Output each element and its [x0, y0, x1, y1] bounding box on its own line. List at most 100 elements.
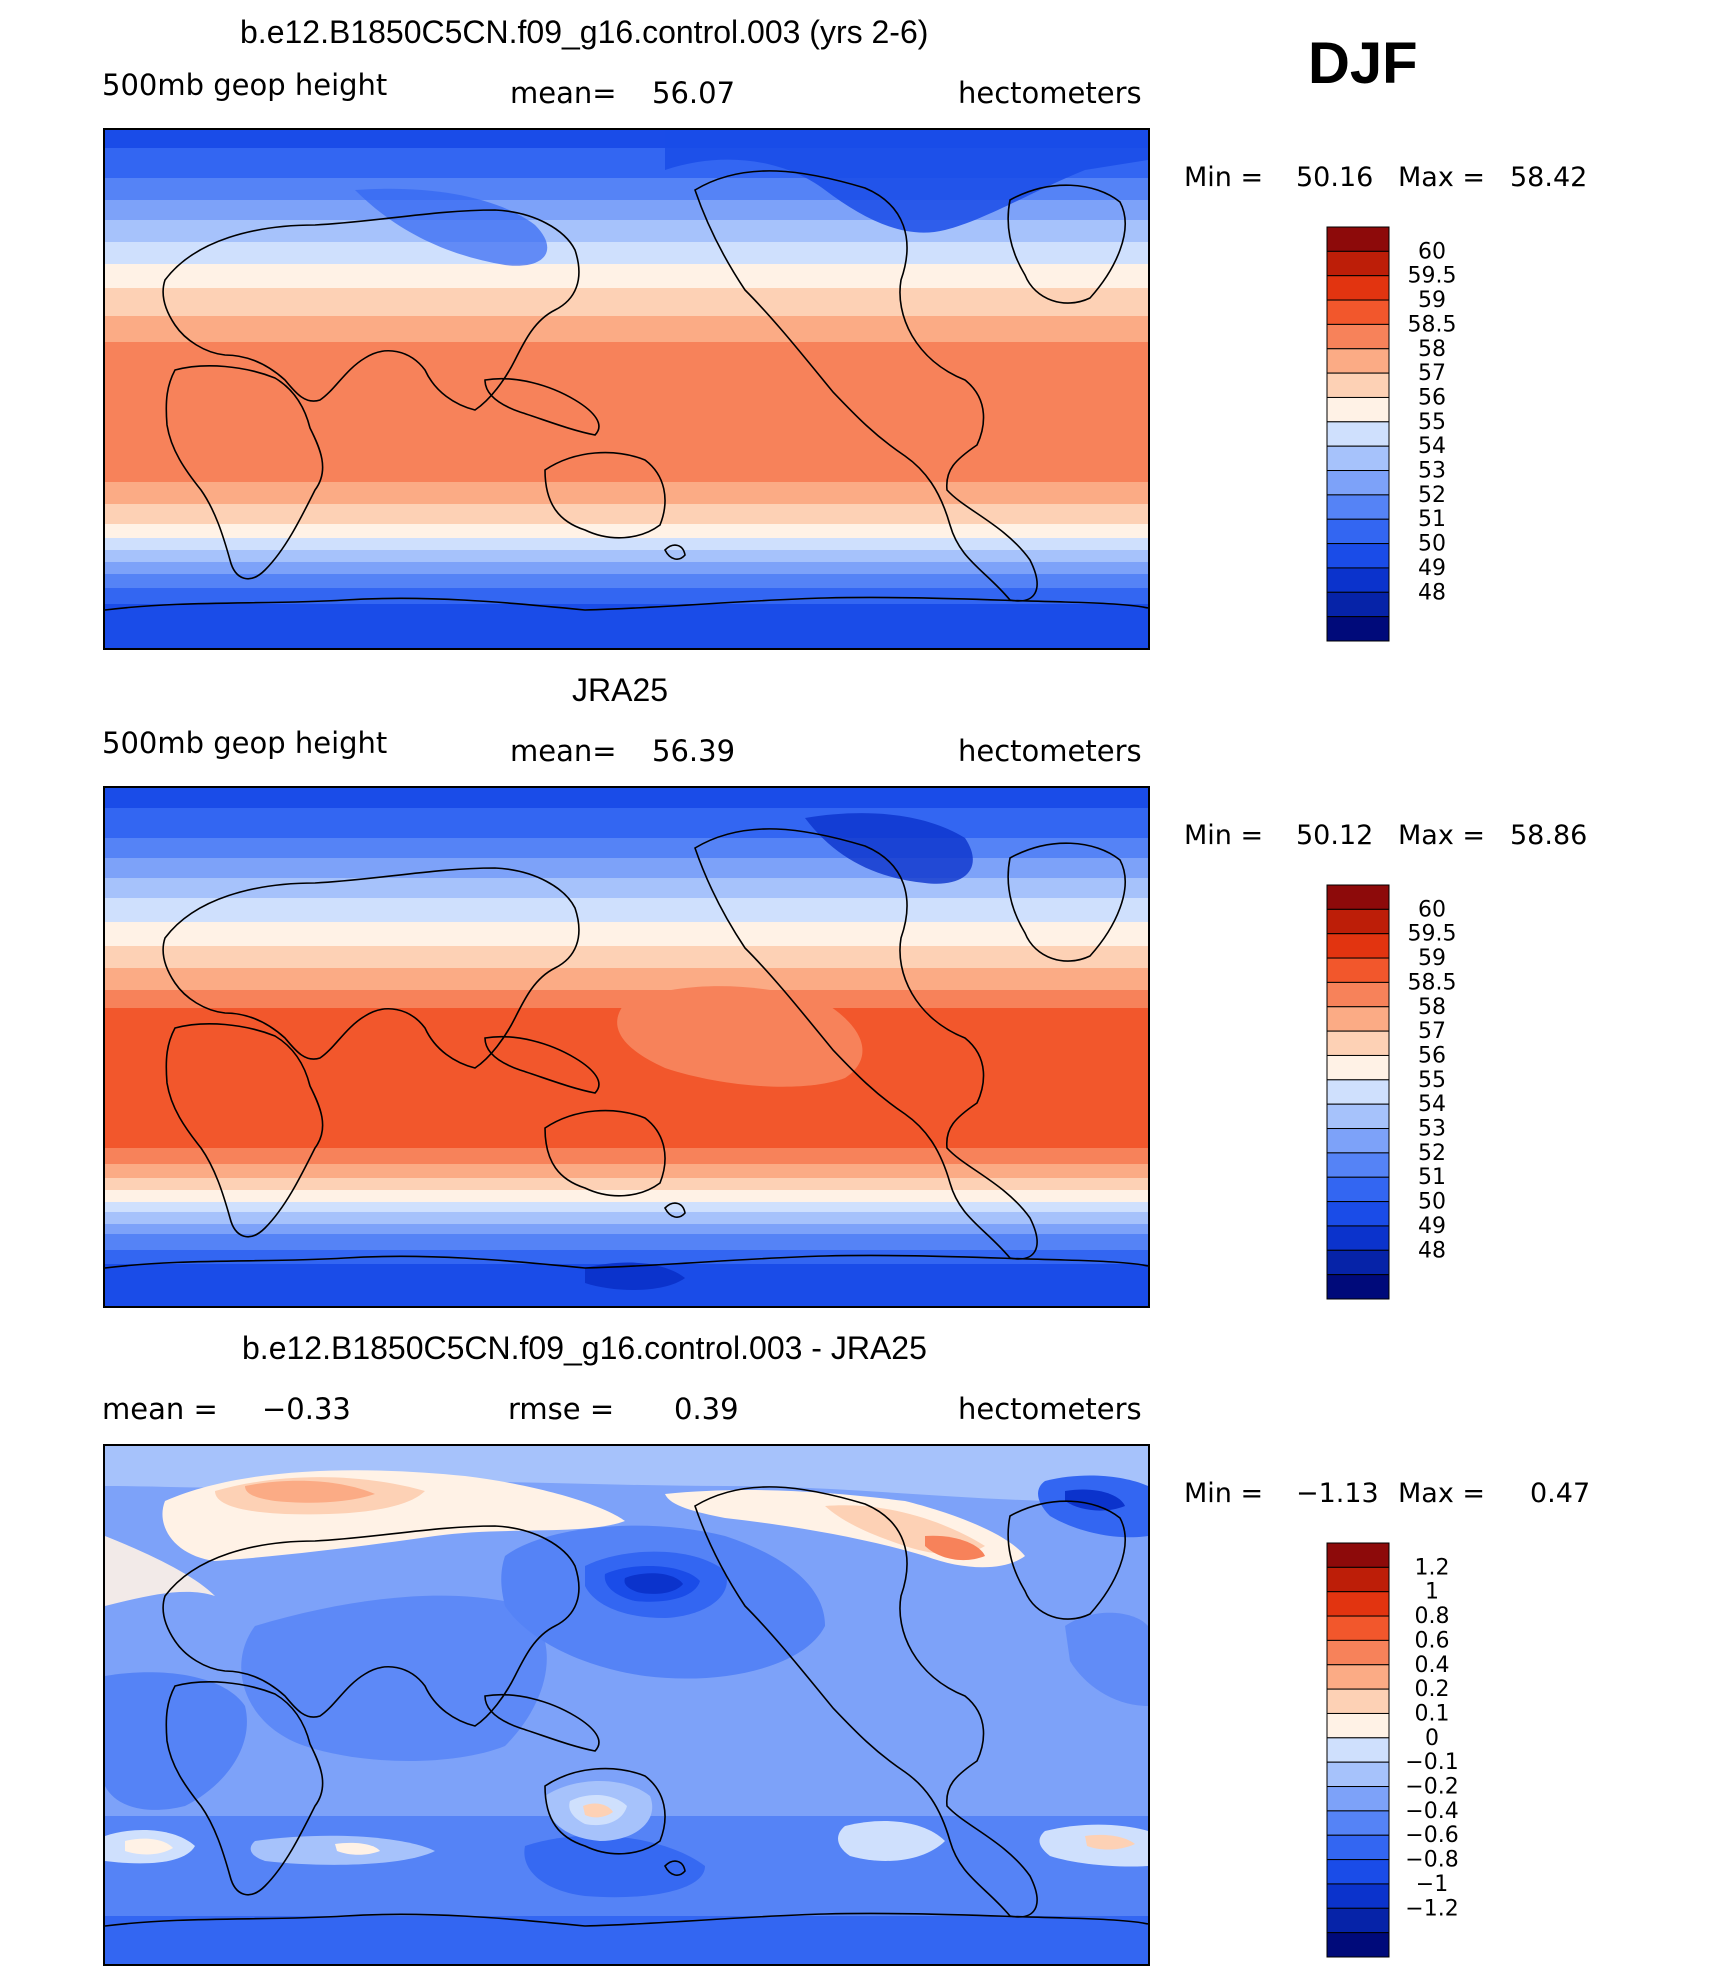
colorbar-tick-label: 55 [1418, 1068, 1446, 1093]
colorbar-tick-label: 54 [1418, 1092, 1446, 1117]
colorbar-tick-label: 49 [1418, 1214, 1446, 1239]
panel-3-units-label: hectometers [958, 1392, 1142, 1426]
panel-3-max-value: 0.47 [1530, 1478, 1591, 1509]
panel-3-mean-label: mean = [102, 1392, 218, 1426]
colorbar-tick-label: −0.4 [1405, 1799, 1458, 1824]
colorbar-tick-label: 50 [1418, 532, 1446, 557]
panel-3-min-value: −1.13 [1296, 1478, 1379, 1509]
panel-1-min-value: 50.16 [1296, 162, 1374, 193]
colorbar-box [1326, 1591, 1390, 1617]
panel-2-title: JRA25 [572, 672, 669, 708]
colorbar-box [1326, 445, 1390, 472]
colorbar-box [1326, 250, 1390, 277]
season-label: DJF [1308, 31, 1418, 96]
colorbar-box [1326, 226, 1390, 252]
colorbar-box [1326, 1542, 1390, 1568]
colorbar-tick-label: 49 [1418, 556, 1446, 581]
panel-1-colorbar: 60 59.5 59 58.5 58 57 56 55 54 53 52 51 50 49 48 [1326, 226, 1456, 642]
colorbar-tick-label: 0.1 [1415, 1701, 1450, 1726]
colorbar-tick-label: 0.8 [1415, 1604, 1450, 1629]
panel-1-max-label: Max = [1398, 162, 1486, 193]
colorbar-tick-label: 54 [1418, 434, 1446, 459]
colorbar-box [1326, 1761, 1390, 1788]
colorbar-tick-label: 57 [1418, 1019, 1446, 1044]
panel-2-min-value: 50.12 [1296, 820, 1374, 851]
colorbar-box [1326, 1810, 1390, 1836]
colorbar-tick-label: 59.5 [1408, 922, 1457, 947]
colorbar-box [1326, 957, 1390, 983]
colorbar-box [1326, 908, 1390, 935]
panel-1-map [103, 128, 1150, 650]
colorbar-box [1326, 1907, 1390, 1934]
colorbar-tick-label: 48 [1418, 1238, 1446, 1263]
colorbar-box [1326, 884, 1390, 910]
colorbar-box [1326, 1079, 1390, 1105]
colorbar-tick-label: 60 [1418, 239, 1446, 264]
colorbar-tick-label: 52 [1418, 1141, 1446, 1166]
colorbar-box [1326, 1152, 1390, 1178]
colorbar-box [1326, 470, 1390, 496]
colorbar-box [1326, 543, 1390, 569]
panel-2-mean-value: 56.39 [652, 734, 736, 768]
panel-2-mean-label: mean= [510, 734, 617, 768]
colorbar-box [1326, 1225, 1390, 1251]
colorbar-tick-label: 51 [1418, 507, 1446, 532]
colorbar-tick-label: 1 [1425, 1580, 1439, 1605]
colorbar-box [1326, 933, 1390, 959]
colorbar-box [1326, 1006, 1390, 1032]
colorbar-tick-label: 48 [1418, 580, 1446, 605]
panel-3-rmse-value: 0.39 [674, 1392, 739, 1426]
colorbar-box [1326, 421, 1390, 447]
colorbar-tick-label: 60 [1418, 897, 1446, 922]
colorbar-box [1326, 1615, 1390, 1641]
colorbar-box [1326, 1639, 1390, 1666]
colorbar-box [1326, 1834, 1390, 1861]
panel-1-units-label: hectometers [958, 76, 1142, 110]
colorbar-tick-label: 50 [1418, 1190, 1446, 1215]
panel-1-mean-label: mean= [510, 76, 617, 110]
colorbar-box [1326, 348, 1390, 374]
colorbar-tick-label: 0 [1425, 1726, 1439, 1751]
colorbar-tick-label: 58.5 [1408, 312, 1457, 337]
colorbar-tick-label: 53 [1418, 1117, 1446, 1142]
panel-2-max-value: 58.86 [1510, 820, 1588, 851]
colorbar-tick-label: −0.1 [1405, 1750, 1458, 1775]
colorbar-tick-label: −0.8 [1405, 1848, 1458, 1873]
panel-1-variable-label: 500mb geop height [102, 68, 388, 102]
colorbar-box [1326, 1859, 1390, 1885]
colorbar-tick-label: 59.5 [1408, 264, 1457, 289]
colorbar-box [1326, 1176, 1390, 1203]
colorbar-tick-label: 58.5 [1408, 970, 1457, 995]
colorbar-tick-label: 58 [1418, 995, 1446, 1020]
panel-3-max-label: Max = [1398, 1478, 1486, 1509]
colorbar-box [1326, 1274, 1390, 1300]
panel-1-min-label: Min = [1184, 162, 1264, 193]
colorbar-box [1326, 616, 1390, 642]
colorbar-box [1326, 1688, 1390, 1714]
colorbar-tick-label: 1.2 [1415, 1555, 1450, 1580]
colorbar-box [1326, 494, 1390, 520]
colorbar-tick-label: −1.2 [1405, 1896, 1458, 1921]
colorbar-box [1326, 1128, 1390, 1154]
colorbar-tick-label: 57 [1418, 361, 1446, 386]
panel-3-min-label: Min = [1184, 1478, 1264, 1509]
panel-3-mean-value: −0.33 [262, 1392, 351, 1426]
colorbar-box [1326, 323, 1390, 350]
colorbar-box [1326, 1103, 1390, 1130]
colorbar-box [1326, 1712, 1390, 1739]
colorbar-box [1326, 1932, 1390, 1958]
colorbar-tick-label: 0.4 [1415, 1653, 1450, 1678]
colorbar-box [1326, 1249, 1390, 1276]
panel-3-title: b.e12.B1850C5CN.f09_g16.control.003 - JR… [242, 1330, 927, 1366]
colorbar-tick-label: 59 [1418, 288, 1446, 313]
panel-1-mean-value: 56.07 [652, 76, 736, 110]
panel-1-title: b.e12.B1850C5CN.f09_g16.control.003 (yrs… [240, 14, 929, 50]
colorbar-tick-label: −0.2 [1405, 1775, 1458, 1800]
colorbar-tick-label: −1 [1416, 1872, 1448, 1897]
panel-2-colorbar: 60 59.5 59 58.5 58 57 56 55 54 53 52 51 50 49 48 [1326, 884, 1456, 1300]
colorbar-tick-label: 0.6 [1415, 1628, 1450, 1653]
colorbar-box [1326, 567, 1390, 593]
colorbar-tick-label: 55 [1418, 410, 1446, 435]
panel-2-units-label: hectometers [958, 734, 1142, 768]
panel-2-min-label: Min = [1184, 820, 1264, 851]
